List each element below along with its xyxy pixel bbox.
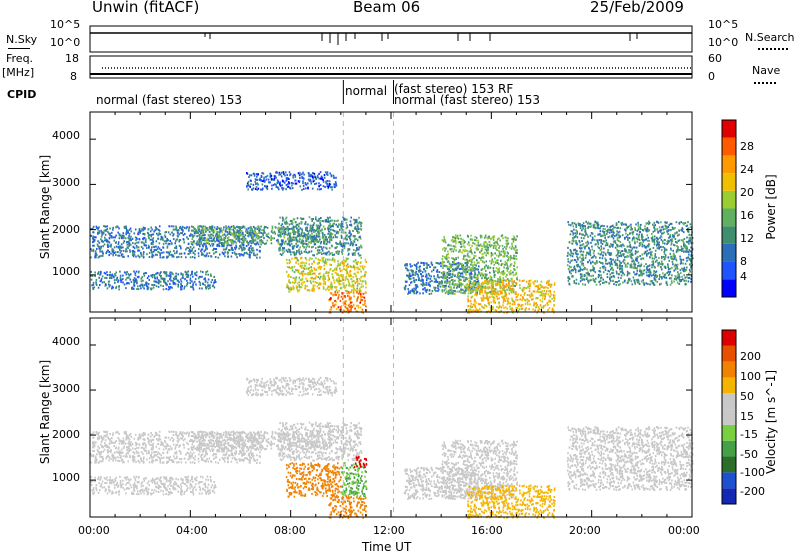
power-scatter-region-3 xyxy=(278,216,363,257)
freq-tick-high: 18 xyxy=(65,52,79,65)
power-cb-tick-20: 20 xyxy=(740,186,754,199)
power-colorbar-swatch-9 xyxy=(722,120,736,138)
velocity-colorbar-frame xyxy=(721,329,737,505)
freq-label: Freq. xyxy=(6,52,34,65)
power-scatter-region-1 xyxy=(90,270,217,291)
velocity-colorbar-swatch-4 xyxy=(722,424,736,441)
velocity-colorbar-swatch-5 xyxy=(722,409,736,425)
velocity-cb-tick-50: 50 xyxy=(740,390,754,403)
power-colorbar-swatch-1 xyxy=(722,261,736,280)
power-colorbar-swatch-2 xyxy=(722,243,736,262)
velocity-colorbar-swatch-7 xyxy=(722,377,736,394)
xtick-8: 08:00 xyxy=(274,524,306,537)
velocity-colorbar-swatch-6 xyxy=(722,393,736,410)
nsearch-tick-low: 10^0 xyxy=(708,36,739,49)
nsearch-tick-high: 10^5 xyxy=(708,18,739,31)
cpid-label: CPID xyxy=(7,88,37,101)
power-cb-tick-28: 28 xyxy=(740,140,754,153)
beam-title: Beam 06 xyxy=(353,0,421,16)
cpid-segment-1: normal (fast stereo) 153 xyxy=(96,93,243,107)
power-cb-tick-16: 16 xyxy=(740,209,754,222)
freq-panel xyxy=(89,55,693,79)
nsky-label: N.Sky xyxy=(6,33,38,46)
power-scatter-region-10 xyxy=(566,220,694,286)
power-colorbar-swatch-5 xyxy=(722,190,736,209)
power-ytick-2000: 2000 xyxy=(52,223,80,236)
power-ytick-3000: 3000 xyxy=(52,176,80,189)
velocity-colorbar-swatch-1 xyxy=(722,472,736,489)
freq-unit: [MHz] xyxy=(2,66,35,79)
velocity-colorbar-swatch-8 xyxy=(722,361,736,378)
nsky-panel xyxy=(89,25,693,53)
velocity-colorbar-swatch-9 xyxy=(722,345,736,362)
power-colorbar-swatch-7 xyxy=(722,155,736,174)
velocity-ytick-2000: 2000 xyxy=(52,428,80,441)
xtick-12: 12:00 xyxy=(373,524,405,537)
velocity-colorbar-swatch-10 xyxy=(722,330,736,346)
velocity-ytick-4000: 4000 xyxy=(52,335,80,348)
velocity-scatter-region-12 xyxy=(566,426,694,492)
power-scatter-region-0 xyxy=(90,225,262,259)
velocity-ytick-1000: 1000 xyxy=(52,471,80,484)
velocity-scatter-region-8 xyxy=(246,376,338,397)
power-colorbar-swatch-6 xyxy=(722,173,736,191)
xtick-0: 00:00 xyxy=(78,524,110,537)
power-scatter-region-8 xyxy=(441,234,518,295)
nsearch-legend-line xyxy=(758,48,788,50)
xtick-4: 04:00 xyxy=(176,524,208,537)
velocity-colorbar-swatch-2 xyxy=(722,456,736,473)
power-ytick-4000: 4000 xyxy=(52,129,80,142)
velocity-cb-tick-100: 100 xyxy=(740,370,761,383)
nave-tick-high: 60 xyxy=(708,52,722,65)
xtick-24: 00:00 xyxy=(668,524,700,537)
velocity-cb-tick-15: 15 xyxy=(740,410,754,423)
velocity-colorbar-swatch-3 xyxy=(722,440,736,457)
velocity-cb-tick-m50: -50 xyxy=(740,448,758,461)
power-ytick-1000: 1000 xyxy=(52,265,80,278)
power-colorbar-frame xyxy=(721,119,737,298)
power-cb-tick-8: 8 xyxy=(740,255,747,268)
power-colorbar-swatch-3 xyxy=(722,226,736,244)
nave-label: Nave xyxy=(752,64,781,77)
velocity-cb-tick-m100: -100 xyxy=(740,466,765,479)
velocity-scatter-region-4 xyxy=(285,462,343,498)
power-plot-bg xyxy=(90,112,692,312)
velocity-colorbar-swatch-0 xyxy=(722,488,736,504)
velocity-scatter-region-3 xyxy=(278,421,363,462)
xtick-20: 20:00 xyxy=(569,524,601,537)
power-scatter-region-5 xyxy=(328,290,368,314)
xtick-16: 16:00 xyxy=(471,524,503,537)
power-colorbar-swatch-0 xyxy=(722,279,736,297)
date-title: 25/Feb/2009 xyxy=(590,0,684,16)
velocity-ytick-3000: 3000 xyxy=(52,382,80,395)
nsky-tick-low: 10^0 xyxy=(50,36,81,49)
station-title: Unwin (fitACF) xyxy=(92,0,200,16)
power-cb-tick-12: 12 xyxy=(740,232,754,245)
power-cb-tick-4: 4 xyxy=(740,270,747,283)
velocity-scatter-region-5 xyxy=(340,462,368,498)
cpid-segment-2: normal xyxy=(345,84,388,98)
x-axis-label: Time UT xyxy=(362,540,412,554)
nsky-legend-line xyxy=(8,48,30,49)
cpid-segment-4: normal (fast stereo) 153 xyxy=(394,93,541,107)
freq-tick-low: 8 xyxy=(70,70,77,83)
power-cb-tick-24: 24 xyxy=(740,163,754,176)
velocity-cb-tick-m200: -200 xyxy=(740,485,765,498)
nave-legend-line xyxy=(754,82,776,84)
power-colorbar-swatch-4 xyxy=(722,208,736,227)
nsearch-label: N.Search xyxy=(745,31,795,44)
nave-tick-low: 0 xyxy=(708,70,715,83)
cpid-segment-3: (fast stereo) 153 RF xyxy=(394,82,514,96)
power-colorbar-swatch-8 xyxy=(722,137,736,156)
velocity-scatter-region-1 xyxy=(90,475,217,496)
velocity-cb-tick-m15: -15 xyxy=(740,428,758,441)
velocity-cb-tick-200: 200 xyxy=(740,350,761,363)
velocity-scatter-region-7 xyxy=(353,456,368,469)
power-scatter-region-4 xyxy=(285,256,367,293)
nsky-tick-high: 10^5 xyxy=(50,18,81,31)
velocity-plot-bg xyxy=(90,318,692,517)
power-scatter-region-7 xyxy=(403,261,480,295)
power-scatter-region-6 xyxy=(246,171,338,191)
